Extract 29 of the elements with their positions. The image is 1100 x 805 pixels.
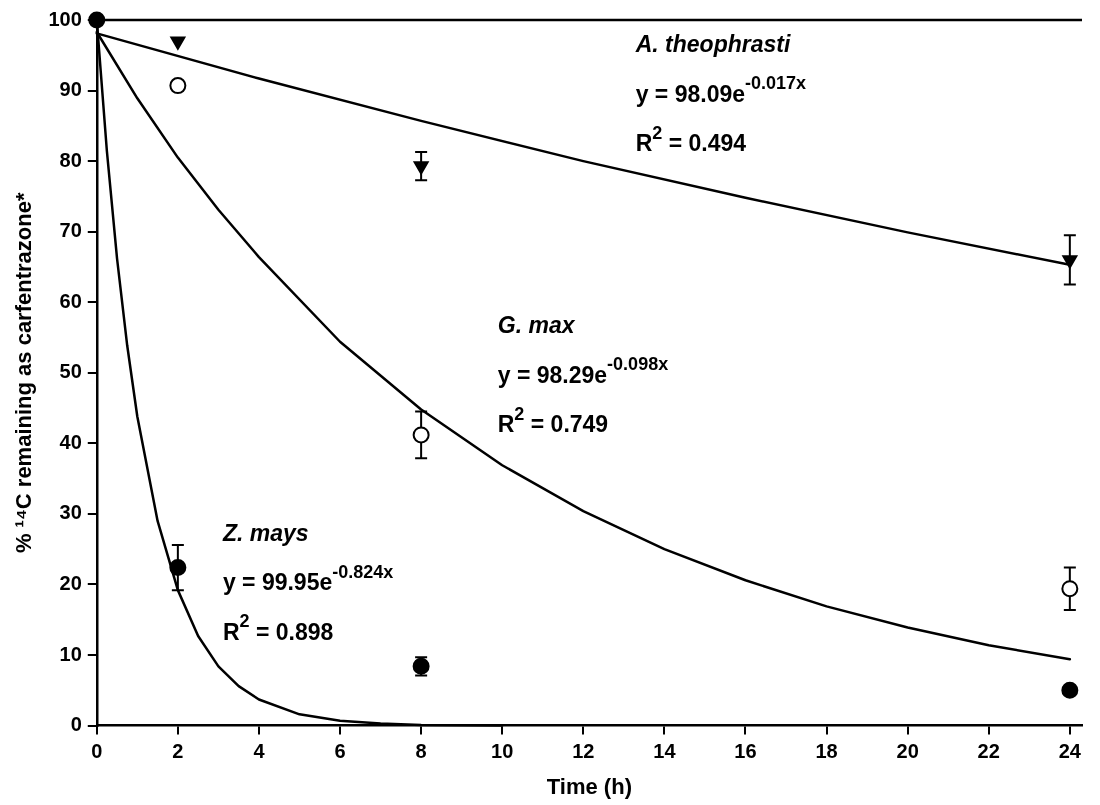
- y-tick-label: 10: [59, 642, 82, 665]
- x-tick-label: 14: [653, 740, 677, 763]
- x-tick-label: 12: [572, 740, 595, 763]
- x-tick-label: 2: [172, 740, 184, 763]
- x-tick-label: 18: [815, 740, 838, 763]
- x-tick-label: 10: [491, 740, 514, 763]
- x-tick-label: 20: [896, 740, 919, 763]
- y-tick-label: 100: [48, 7, 82, 30]
- annotation: A. theophrasti: [634, 31, 791, 58]
- y-tick-label: 90: [59, 78, 82, 101]
- y-tick-label: 20: [59, 572, 82, 594]
- x-tick-label: 4: [253, 740, 266, 763]
- x-tick-label: 24: [1058, 740, 1082, 763]
- y-axis-title: % ¹⁴C remaining as carfentrazone*: [11, 192, 37, 554]
- y-tick-label: 70: [59, 219, 82, 242]
- annotation: G. max: [497, 312, 576, 339]
- y-tick-label: 30: [59, 501, 82, 524]
- y-tick-label: 0: [70, 713, 82, 736]
- x-axis-title: Time (h): [546, 773, 632, 799]
- x-tick-label: 6: [334, 740, 346, 763]
- x-tick-label: 16: [734, 740, 757, 763]
- y-tick-label: 80: [59, 148, 82, 171]
- y-tick-label: 60: [59, 289, 82, 312]
- x-tick-label: 0: [91, 740, 103, 763]
- y-tick-label: 50: [59, 360, 82, 383]
- x-tick-label: 8: [415, 740, 427, 763]
- annotation: Z. mays: [221, 519, 309, 546]
- y-tick-label: 40: [59, 430, 82, 453]
- x-tick-label: 22: [977, 740, 1000, 763]
